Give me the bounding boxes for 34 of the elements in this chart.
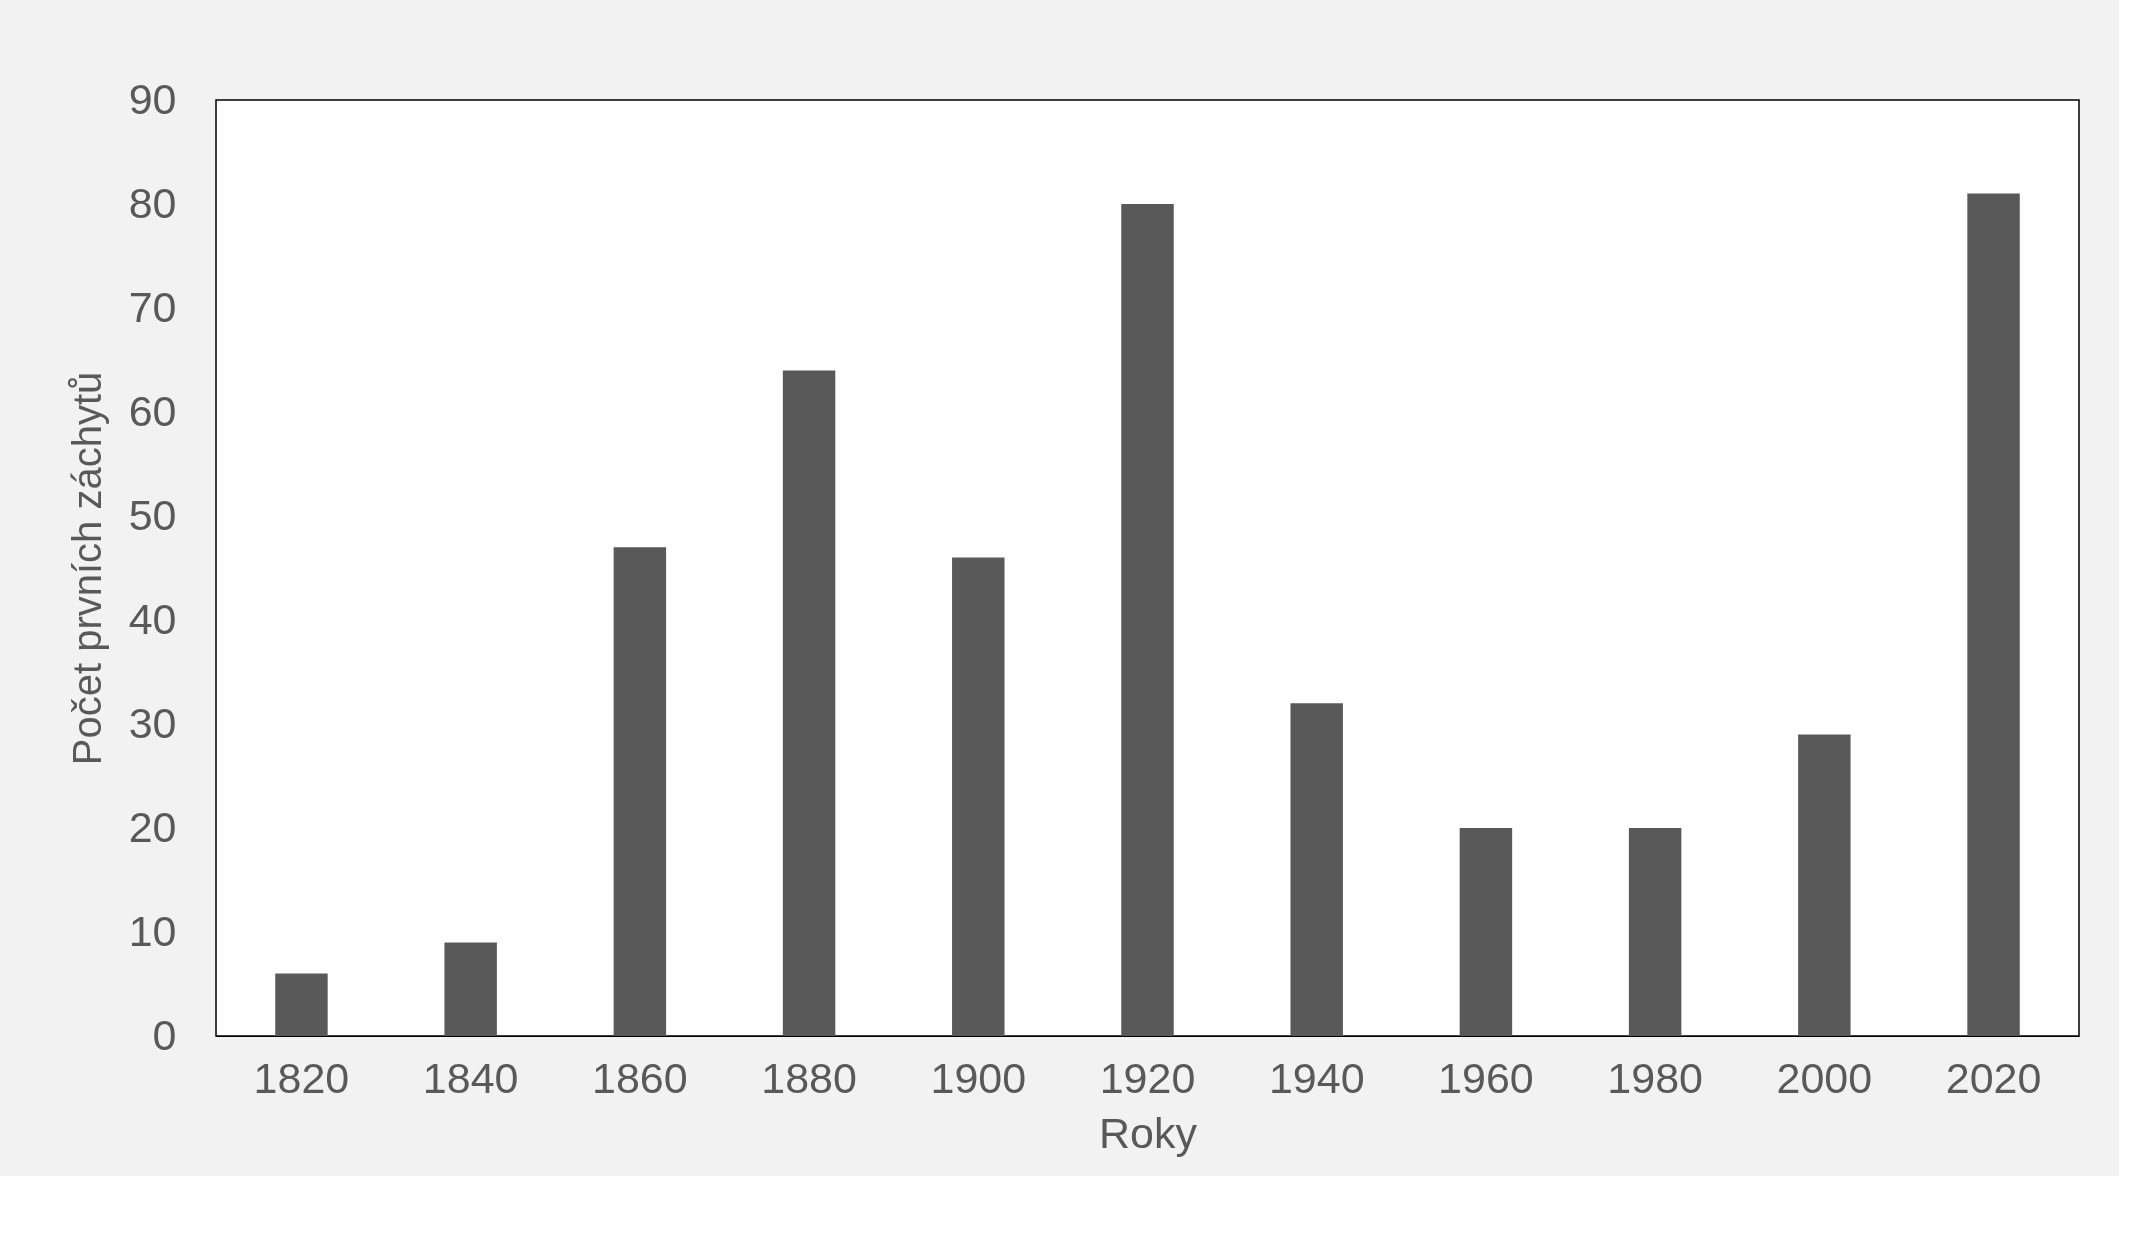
y-tick-label: 70 xyxy=(128,282,177,331)
bar xyxy=(952,557,1005,1036)
x-tick-label: 1860 xyxy=(592,1053,688,1102)
y-tick-label: 10 xyxy=(128,906,177,955)
bar xyxy=(782,370,836,1036)
bar xyxy=(1798,734,1851,1036)
bar xyxy=(1459,828,1513,1036)
y-tick-label: 40 xyxy=(128,594,177,643)
bar xyxy=(1967,193,2020,1036)
y-axis-title: Počet prvních záchytů xyxy=(64,371,109,766)
x-tick-label: 1940 xyxy=(1268,1053,1365,1102)
x-tick-label: 1960 xyxy=(1438,1053,1534,1102)
bar xyxy=(1121,204,1174,1036)
y-tick-label: 90 xyxy=(128,74,177,123)
bar xyxy=(1628,828,1682,1036)
x-tick-label: 1880 xyxy=(761,1053,857,1102)
y-tick-label: 0 xyxy=(152,1010,177,1059)
x-tick-label: 1840 xyxy=(422,1053,519,1102)
x-tick-label: 2020 xyxy=(1945,1053,2042,1102)
y-tick-label: 30 xyxy=(128,698,177,747)
bar xyxy=(613,547,667,1036)
y-tick-label: 20 xyxy=(128,802,177,851)
x-tick-label: 1820 xyxy=(253,1053,350,1102)
x-tick-label: 1980 xyxy=(1607,1053,1703,1102)
bar xyxy=(275,973,328,1036)
bar xyxy=(1290,703,1343,1036)
y-tick-label: 60 xyxy=(128,386,177,435)
x-tick-label: 1920 xyxy=(1099,1053,1196,1102)
x-tick-label: 1900 xyxy=(930,1053,1027,1102)
y-tick-label: 50 xyxy=(128,490,177,539)
y-tick-label: 80 xyxy=(128,178,177,227)
bar xyxy=(444,942,497,1036)
x-tick-label: 2000 xyxy=(1776,1053,1873,1102)
x-axis-title: Roky xyxy=(1099,1108,1198,1157)
